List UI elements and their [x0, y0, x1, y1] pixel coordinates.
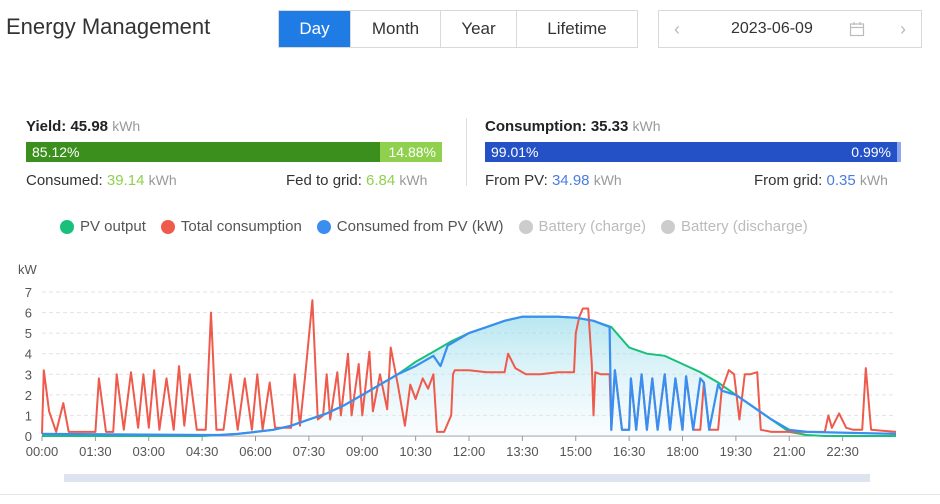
legend-dot-icon [60, 219, 74, 234]
yield-bar: 85.12% 14.88% [26, 142, 442, 162]
x-tick-label: 01:30 [79, 444, 112, 459]
consumption-pv-segment: 99.01% 0.99% [485, 142, 897, 162]
yield-label: Yield: 45.98 kWh [26, 118, 141, 135]
consumption-bar: 99.01% 0.99% [485, 142, 901, 162]
y-tick-label: 2 [25, 388, 32, 403]
consumption-value: 35.33 [590, 118, 629, 135]
series-total-consumption [41, 299, 897, 434]
x-tick-label: 13:30 [506, 444, 539, 459]
chart-legend: PV output Total consumption Consumed fro… [60, 218, 823, 235]
pv-output-area [42, 316, 896, 436]
x-tick-label: 07:30 [293, 444, 326, 459]
x-tick-label: 15:00 [559, 444, 592, 459]
legend-dot-icon [160, 219, 175, 234]
y-tick-label: 5 [25, 326, 32, 341]
zoom-slider[interactable] [64, 474, 870, 482]
y-tick-label: 1 [25, 408, 32, 423]
energy-chart[interactable]: kW 0 1 2 3 4 5 6 7 00:00 01:30 03:00 04:30 06:00 07:30… [0, 258, 940, 488]
x-tick-label: 19:30 [720, 444, 753, 459]
x-tick-label: 10:30 [399, 444, 432, 459]
legend-dot-icon [316, 219, 331, 234]
x-tick-label: 22:30 [826, 444, 859, 459]
legend-total-consumption[interactable]: Total consumption [160, 218, 302, 235]
chevron-left-icon[interactable]: ‹ [674, 19, 680, 39]
bottom-divider [0, 494, 940, 495]
series-consumed-from-pv [41, 315, 897, 437]
consumption-grid-segment [897, 142, 901, 162]
y-tick-label: 6 [25, 306, 32, 321]
x-tick-label: 12:00 [453, 444, 486, 459]
date-picker[interactable]: ‹ 2023-06-09 › [658, 10, 922, 48]
period-tabs: Day Month Year Lifetime [278, 10, 638, 48]
legend-consumed-from-pv[interactable]: Consumed from PV (kW) [316, 218, 504, 235]
yield-value: 45.98 [70, 118, 109, 135]
x-tick-label: 03:00 [132, 444, 165, 459]
legend-dot-icon [661, 219, 676, 234]
chevron-right-icon[interactable]: › [900, 19, 906, 39]
stats-divider [466, 118, 467, 186]
y-tick-label: 7 [25, 285, 32, 300]
x-tick-label: 21:00 [773, 444, 806, 459]
yield-fed-segment: 14.88% [380, 142, 442, 162]
x-tick-label: 09:00 [346, 444, 379, 459]
consumption-label: Consumption: 35.33 kWh [485, 118, 661, 135]
date-value[interactable]: 2023-06-09 [731, 20, 813, 37]
tab-month[interactable]: Month [351, 11, 441, 47]
y-tick-label: 0 [25, 429, 32, 444]
yield-consumed: Consumed: 39.14 kWh [26, 172, 177, 189]
calendar-icon[interactable] [849, 21, 865, 37]
consumption-from-pv: From PV: 34.98 kWh [485, 172, 622, 189]
legend-battery-discharge[interactable]: Battery (discharge) [661, 218, 808, 235]
page-title: Energy Management [6, 14, 211, 39]
x-tick-label: 06:00 [239, 444, 272, 459]
consumption-from-grid: From grid: 0.35 kWh [754, 172, 888, 189]
x-tick-label: 18:00 [666, 444, 699, 459]
y-axis-label: kW [18, 262, 38, 277]
y-tick-label: 3 [25, 367, 32, 382]
legend-pv-output[interactable]: PV output [60, 218, 146, 235]
x-tick-label: 04:30 [186, 444, 219, 459]
y-tick-label: 4 [25, 347, 32, 362]
x-tick-label: 00:00 [26, 444, 59, 459]
tab-lifetime[interactable]: Lifetime [547, 19, 607, 38]
tab-day[interactable]: Day [279, 11, 351, 47]
tab-year[interactable]: Year [441, 11, 517, 47]
legend-dot-icon [518, 219, 533, 234]
x-tick-label: 16:30 [613, 444, 646, 459]
yield-consumed-segment: 85.12% [26, 142, 380, 162]
yield-fed: Fed to grid: 6.84 kWh [286, 172, 428, 189]
legend-battery-charge[interactable]: Battery (charge) [518, 218, 646, 235]
